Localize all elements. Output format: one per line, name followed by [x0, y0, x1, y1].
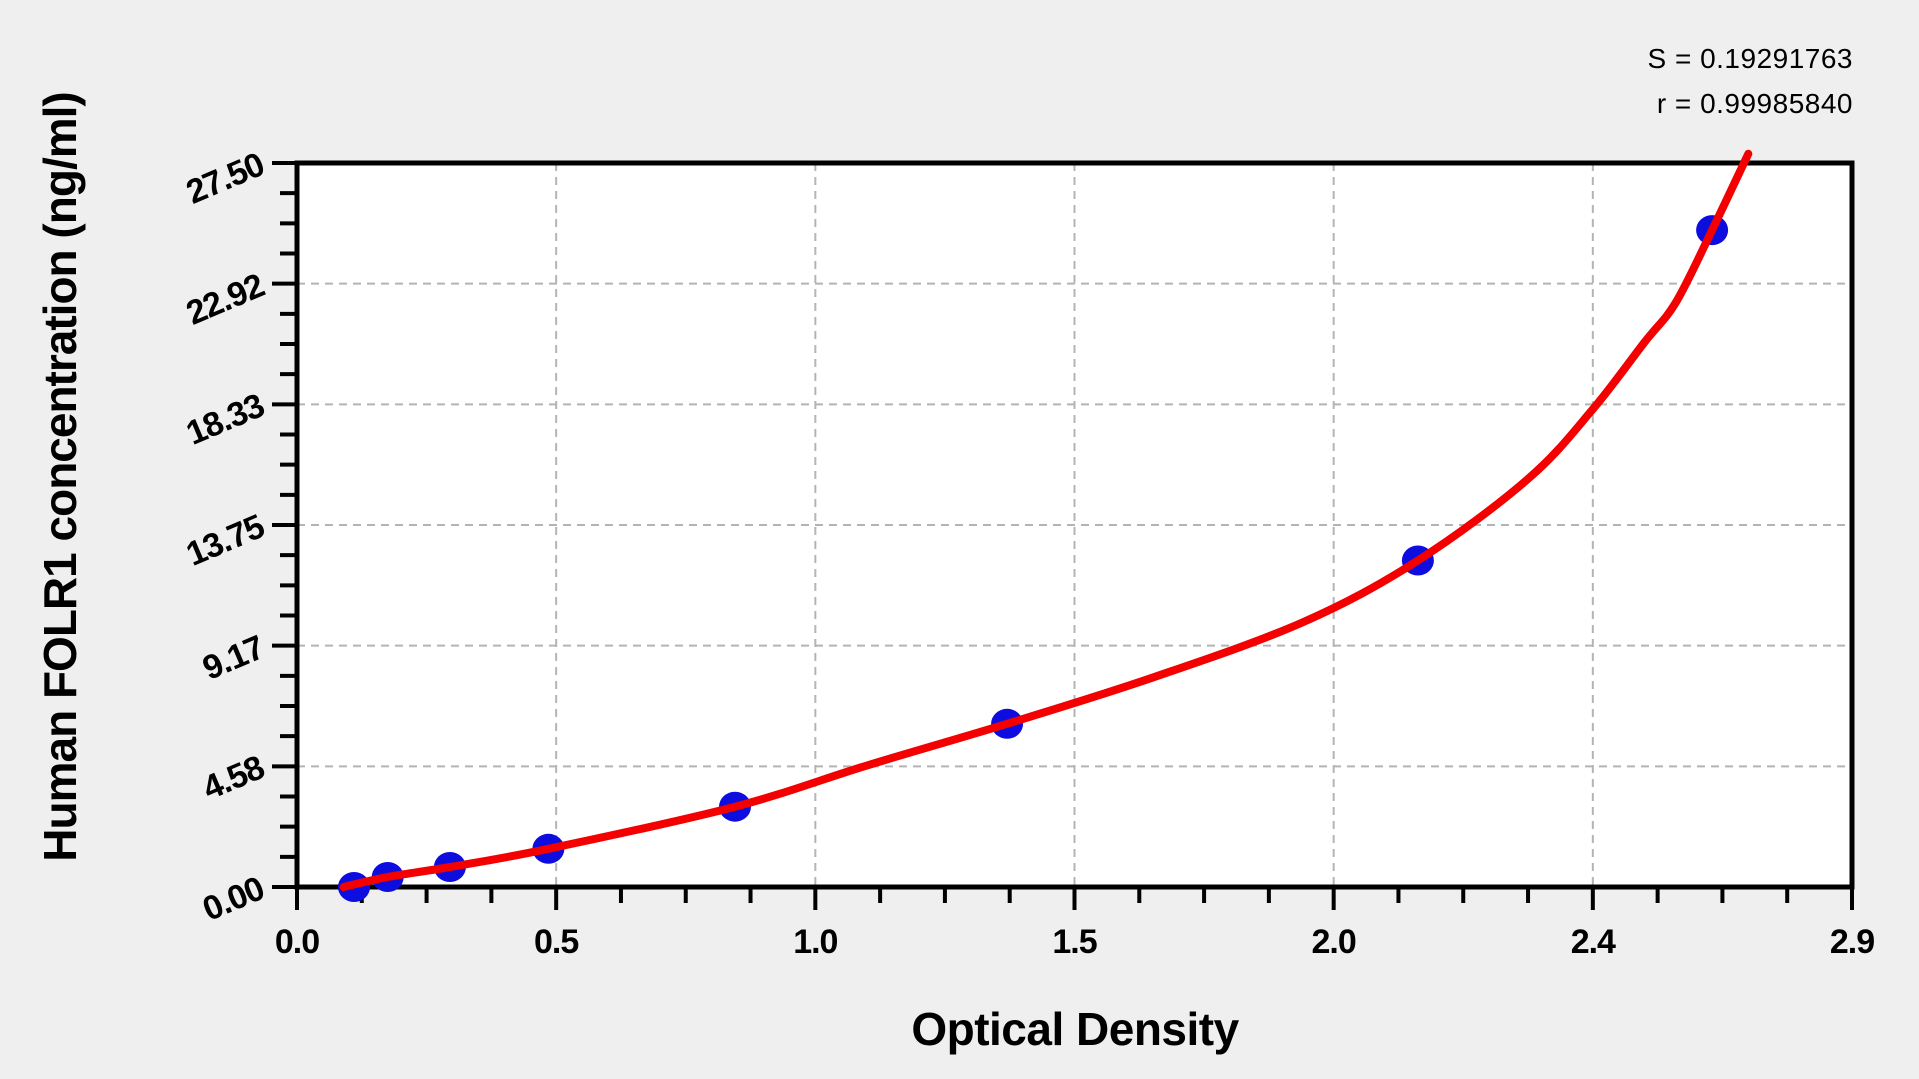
fit-statistics: S = 0.19291763 r = 0.99985840 [1647, 36, 1853, 126]
x-tick-label: 1.0 [793, 923, 838, 961]
x-tick-label: 2.0 [1311, 923, 1357, 961]
fit-s-value: S = 0.19291763 [1647, 43, 1853, 74]
plot-frame [294, 160, 1855, 890]
axis-ticks [272, 161, 1854, 910]
x-tick-label: 0.0 [274, 923, 320, 961]
x-tick-label: 1.5 [1052, 923, 1097, 961]
fitted-curve [339, 149, 1753, 891]
x-tick-label: 0.5 [534, 923, 579, 961]
y-axis-title: Human FOLR1 concentration (ng/ml) [34, 92, 86, 862]
x-tick-label: 2.4 [1570, 923, 1616, 961]
fit-r-value: r = 0.99985840 [1656, 88, 1853, 119]
x-axis-title: Optical Density [911, 1003, 1239, 1055]
x-tick-label: 2.9 [1829, 923, 1875, 961]
